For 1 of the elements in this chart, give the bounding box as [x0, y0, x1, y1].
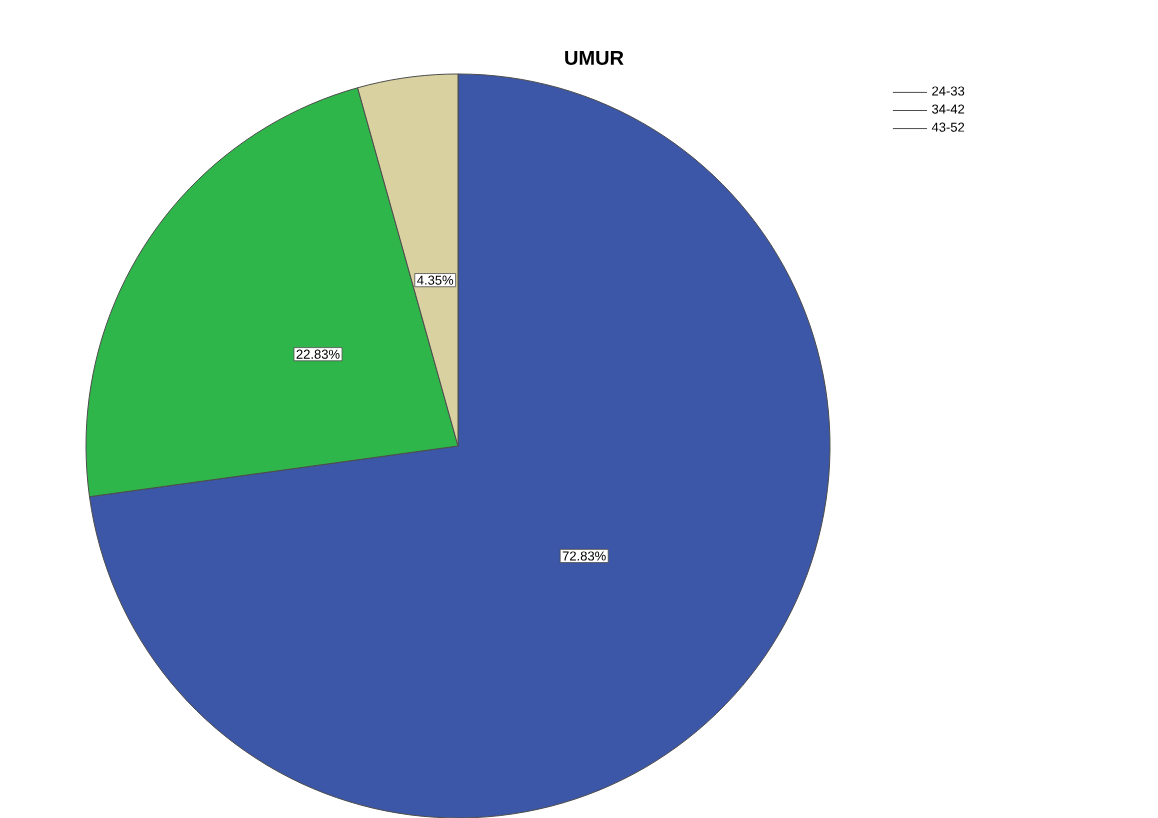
chart-title: UMUR [565, 51, 624, 65]
